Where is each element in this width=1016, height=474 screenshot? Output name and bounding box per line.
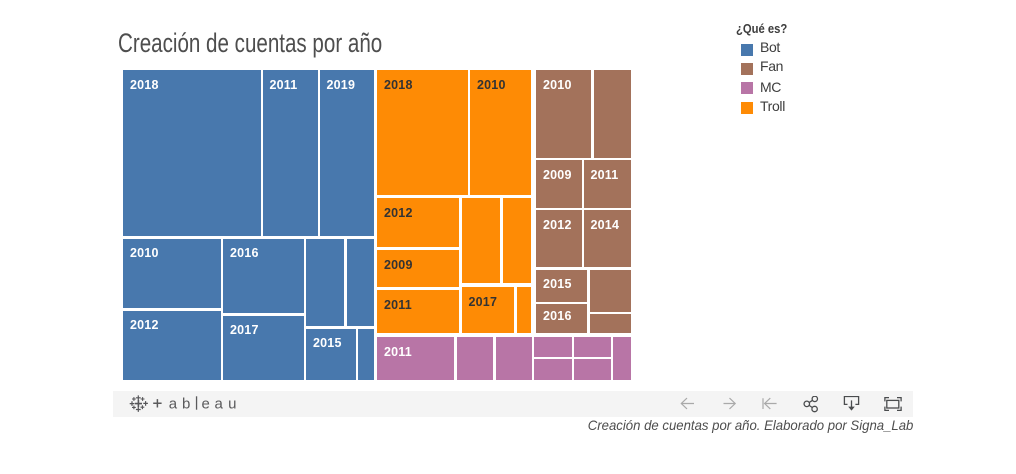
svg-text:u: u <box>228 396 236 413</box>
svg-text:a: a <box>169 396 178 413</box>
svg-text:a: a <box>215 396 224 413</box>
svg-text:b: b <box>182 396 190 413</box>
svg-text:e: e <box>202 396 210 413</box>
